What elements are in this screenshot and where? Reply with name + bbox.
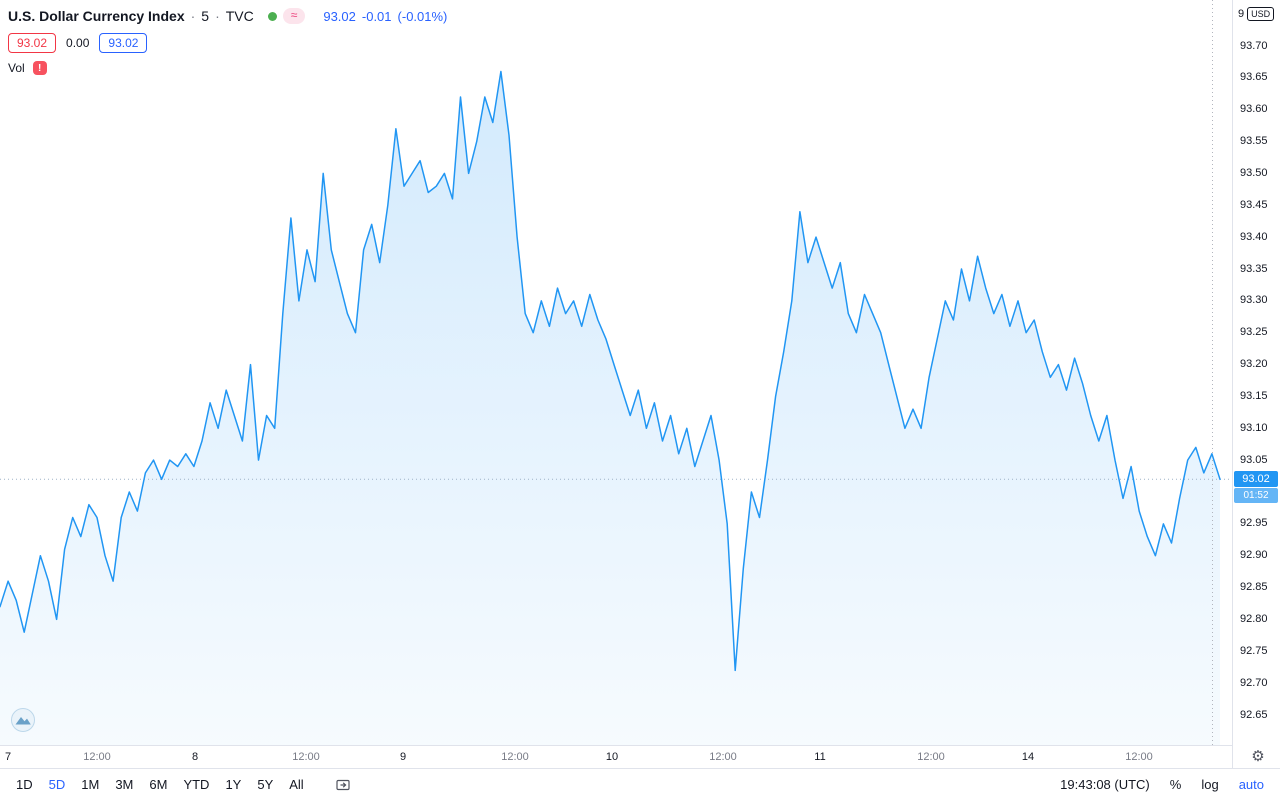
interval-label[interactable]: 5 — [201, 8, 210, 24]
separator: · — [190, 8, 196, 24]
time-axis[interactable]: 7 12:00 8 12:00 9 12:00 10 12:00 11 12:00 14 12:00 — [0, 745, 1232, 768]
current-price-tag: 93.02 — [1234, 471, 1278, 488]
symbol-title[interactable]: U.S. Dollar Currency Index — [8, 8, 185, 24]
time-tick-day-label: 9 — [399, 751, 407, 763]
price-tick-label: 93.15 — [1240, 389, 1268, 402]
time-tick-hour-label: 12:00 — [83, 751, 111, 763]
market-status-dot-icon[interactable] — [267, 11, 277, 21]
time-tick-day-label: 7 — [4, 751, 12, 763]
volume-label[interactable]: Vol — [8, 61, 25, 75]
price-change-percent: (-0.01%) — [397, 8, 448, 24]
area-fill — [0, 71, 1220, 745]
auto-scale-button[interactable]: auto — [1238, 777, 1264, 792]
volume-alert-icon[interactable]: ! — [32, 61, 47, 75]
unit-prefix: 9 — [1238, 8, 1245, 20]
price-tick-label: 92.80 — [1240, 612, 1268, 625]
chart-plot-area[interactable] — [0, 0, 1232, 745]
time-tick-day-label: 8 — [191, 751, 199, 763]
price-tick-label: 93.65 — [1240, 71, 1268, 84]
symbol-header-row: U.S. Dollar Currency Index · 5 · TVC ≈ 9… — [8, 6, 447, 26]
price-info: 93.02 -0.01 (-0.01%) — [323, 9, 447, 24]
utc-clock[interactable]: 19:43:08 (UTC) — [1060, 777, 1150, 792]
bottom-toolbar: 1D 5D 1M 3M 6M YTD 1Y 5Y All 19:43:08 (UTC) % lo… — [0, 768, 1280, 800]
price-tick-label: 93.35 — [1240, 262, 1268, 275]
date-range-buttons: 1D 5D 1M 3M 6M YTD 1Y 5Y All — [8, 773, 312, 796]
legend: U.S. Dollar Currency Index · 5 · TVC ≈ 9… — [8, 6, 447, 75]
range-button-5Y[interactable]: 5Y — [257, 777, 274, 792]
time-tick-day-label: 10 — [605, 751, 619, 763]
price-tick-label: 93.45 — [1240, 198, 1268, 211]
chart-settings-gear-icon[interactable]: ⚙ — [1251, 748, 1265, 765]
price-chart-svg[interactable] — [0, 0, 1232, 745]
time-tick-hour-label: 12:00 — [292, 751, 320, 763]
range-button-3M[interactable]: 3M — [115, 777, 134, 792]
time-tick-hour-label: 12:00 — [709, 751, 737, 763]
last-price-value: 93.02 — [323, 8, 356, 24]
go-to-date-icon[interactable] — [334, 776, 352, 794]
log-scale-button[interactable]: log — [1201, 777, 1219, 792]
price-tick-label: 93.20 — [1240, 358, 1268, 371]
price-tick-label: 93.10 — [1240, 421, 1268, 434]
range-button-All[interactable]: All — [289, 777, 304, 792]
low-value-box[interactable]: 93.02 — [8, 33, 57, 53]
range-button-1Y[interactable]: 1Y — [225, 777, 242, 792]
time-tick-day-label: 14 — [1021, 751, 1035, 763]
separator: · — [215, 8, 220, 24]
range-button-YTD[interactable]: YTD — [183, 777, 210, 792]
price-change-value: -0.01 — [361, 8, 392, 24]
price-axis-unit: 9 USD — [1238, 7, 1275, 21]
high-value-box[interactable]: 93.02 — [99, 33, 148, 53]
percent-scale-button[interactable]: % — [1169, 777, 1182, 792]
series-values-row: 93.02 0.00 93.02 — [8, 33, 447, 53]
price-tick-label: 93.25 — [1240, 326, 1268, 339]
approx-data-badge-icon[interactable]: ≈ — [282, 8, 306, 24]
change-value-plain: 0.00 — [66, 36, 90, 50]
price-tick-label: 93.70 — [1240, 39, 1268, 52]
price-tick-label: 93.30 — [1240, 294, 1268, 307]
volume-row: Vol ! — [8, 61, 447, 75]
price-tick-label: 92.70 — [1240, 676, 1268, 689]
price-line — [0, 70, 1221, 672]
range-button-6M[interactable]: 6M — [149, 777, 168, 792]
price-tick-label: 93.50 — [1240, 166, 1268, 179]
time-tick-hour-label: 12:00 — [917, 751, 945, 763]
range-button-1D[interactable]: 1D — [16, 777, 33, 792]
currency-unit-button[interactable]: USD — [1247, 7, 1275, 21]
tradingview-logo-icon[interactable] — [10, 707, 36, 733]
bar-countdown-tag: 01:52 — [1234, 487, 1278, 503]
price-tick-label: 92.85 — [1240, 581, 1268, 594]
range-button-5D[interactable]: 5D — [48, 777, 66, 792]
time-tick-hour-label: 12:00 — [1125, 751, 1153, 763]
range-button-1M[interactable]: 1M — [81, 777, 100, 792]
price-axis[interactable]: 9 USD 93.70 93.65 93.60 93.55 93.50 93.45 93.4… — [1232, 0, 1280, 768]
price-tick-label: 92.95 — [1240, 517, 1268, 530]
time-tick-day-label: 11 — [814, 751, 826, 763]
price-tick-label: 92.65 — [1240, 708, 1268, 721]
time-tick-hour-label: 12:00 — [501, 751, 529, 763]
price-tick-label: 93.40 — [1240, 230, 1268, 243]
price-tick-label: 93.60 — [1240, 103, 1268, 116]
exchange-label[interactable]: TVC — [225, 8, 254, 24]
toolbar-right-group: 19:43:08 (UTC) % log auto — [1060, 777, 1272, 792]
price-tick-label: 93.05 — [1240, 453, 1268, 466]
price-tick-label: 93.55 — [1240, 135, 1268, 148]
price-tick-label: 92.75 — [1240, 644, 1268, 657]
price-tick-label: 92.90 — [1240, 549, 1268, 562]
